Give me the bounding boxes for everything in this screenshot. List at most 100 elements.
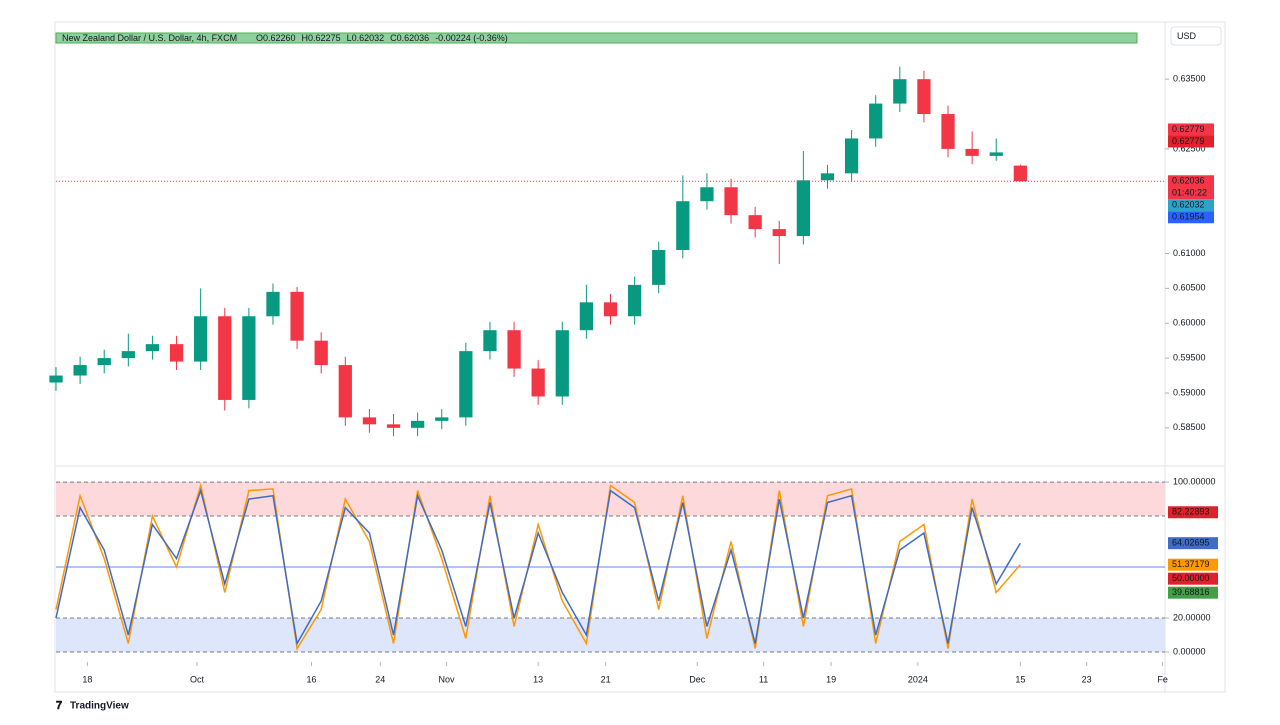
candle-body [483,330,497,352]
value-tag [1168,506,1218,519]
candle-body [989,152,1003,156]
x-tick-label: 15 [1015,674,1025,684]
ohlc-value: H0.62275 [302,33,341,43]
price-tag-label: 0.62779 [1172,136,1205,146]
y-tick-label: 0.62500 [1173,143,1206,153]
value-tag-label: 39.68816 [1172,587,1210,597]
x-tick-label: Oct [190,674,205,684]
x-tick-label: Fe [1157,674,1168,684]
candle-body [941,114,955,149]
candle-body [917,79,931,115]
y-tick-label: 0.63500 [1173,74,1206,84]
candle-body [49,375,63,383]
price-tag [1168,123,1214,136]
price-tag [1168,199,1214,212]
y-tick-label: 0.60000 [1173,318,1206,328]
ohlc-value: C0.62036 [390,33,429,43]
price-tag-label: 0.62032 [1172,200,1205,210]
candle-body [386,424,401,428]
candle-body [965,148,979,156]
x-tick-label: 24 [375,674,385,684]
y-tick-label: 0.60500 [1173,283,1206,293]
x-tick-label: 11 [759,674,768,684]
x-tick-label: 13 [533,674,543,684]
candle-body [869,103,883,139]
brand: TradingView [70,701,129,712]
ohlc-value: L0.62032 [347,33,385,43]
header-bar [55,32,1138,44]
candle-body [290,291,304,341]
x-tick-label: 16 [307,674,317,684]
y-tick-label: 0.61000 [1173,248,1206,258]
candle-body [603,302,618,317]
candle-body [314,340,328,366]
x-tick-label: 18 [82,674,92,684]
value-tag [1168,586,1218,599]
candle-body [338,365,352,418]
candle-body [555,330,569,397]
candle-body [266,291,280,317]
candle-body [796,180,810,237]
price-tag-label: 0.62036 [1172,176,1205,186]
candle-body [1013,165,1027,182]
candle-body [772,229,786,237]
candle-body [73,365,87,376]
band [56,617,1165,652]
candle-body [676,201,690,251]
candle-body [531,368,545,397]
price-tag-label: 0.61954 [1172,212,1205,222]
x-tick-label: 23 [1082,674,1092,684]
candle-body [97,358,111,366]
x-tick-label: 2024 [908,674,928,684]
candle-body [700,187,714,202]
ohlc-readout: O0.62260 H0.62275 L0.62032 C0.62036 -0.00224… [256,33,508,43]
candle-body [435,417,449,421]
candle-body [362,417,377,425]
x-tick-label: 19 [826,674,836,684]
candle-body [411,420,425,428]
ohlc-value: -0.00224 (-0.36%) [435,33,508,43]
y-tick-label: 0.59500 [1173,352,1206,362]
x-tick-label: Nov [439,674,456,684]
oscillator-line [55,488,1021,646]
y-tick-label: 100.00000 [1173,476,1216,486]
candle-body [242,316,256,400]
price-tag [1168,135,1214,148]
value-tag-label: 50.00000 [1172,573,1210,583]
value-tag-label: 64.02695 [1172,538,1210,548]
candle-body [121,351,135,359]
candle-body [507,330,521,369]
price-tag [1168,175,1214,200]
candle-body [820,173,835,181]
x-tick-label: 21 [601,674,611,684]
currency-button[interactable] [1170,26,1222,46]
candle-body [652,250,666,285]
candle-body [748,215,762,230]
candle-body [844,138,859,174]
price-tag [1168,211,1214,224]
y-tick-label: 0.00000 [1173,646,1206,656]
ohlc-value: O0.62260 [256,33,296,43]
candle-body [724,187,738,216]
candle-body [459,351,473,418]
candle-body [218,316,232,400]
currency-label: USD [1177,31,1197,41]
brand-logo: 𝟕 [56,700,63,712]
frame [54,21,1226,693]
countdown: 01:40:22 [1172,188,1207,198]
value-tag [1168,572,1218,585]
value-tag [1168,558,1218,571]
candle-body [579,302,594,331]
candle-body [893,79,907,104]
y-tick-label: 0.59000 [1173,387,1206,397]
candle-body [145,344,160,352]
candle-body [627,284,642,317]
y-tick-label: 0.58500 [1173,422,1206,432]
y-tick-label: 20.00000 [1173,612,1211,622]
candle-body [169,344,184,362]
value-tag-label: 51.37179 [1172,559,1210,569]
x-tick-label: Dec [689,674,706,684]
value-tag [1168,537,1218,550]
